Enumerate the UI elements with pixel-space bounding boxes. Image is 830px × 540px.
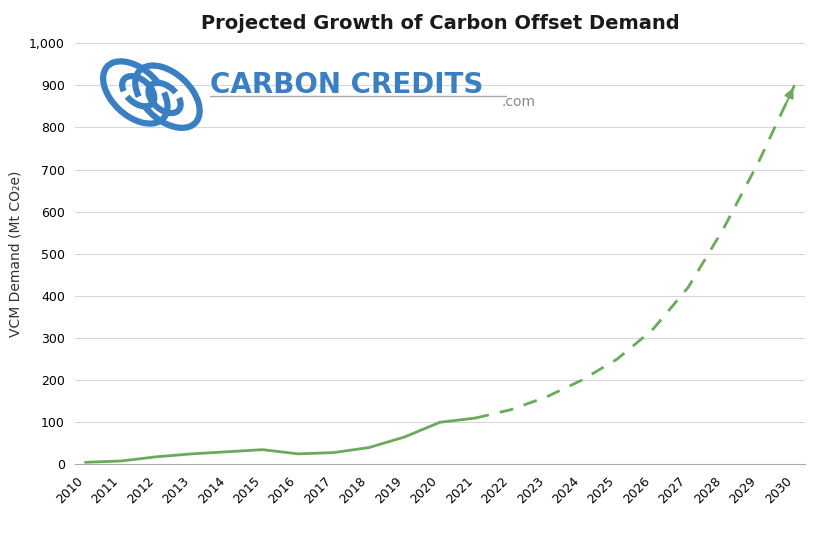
Text: .com: .com <box>502 94 536 109</box>
Title: Projected Growth of Carbon Offset Demand: Projected Growth of Carbon Offset Demand <box>201 15 679 33</box>
Y-axis label: VCM Demand (Mt CO₂e): VCM Demand (Mt CO₂e) <box>8 171 22 337</box>
Text: CARBON CREDITS: CARBON CREDITS <box>210 71 483 99</box>
